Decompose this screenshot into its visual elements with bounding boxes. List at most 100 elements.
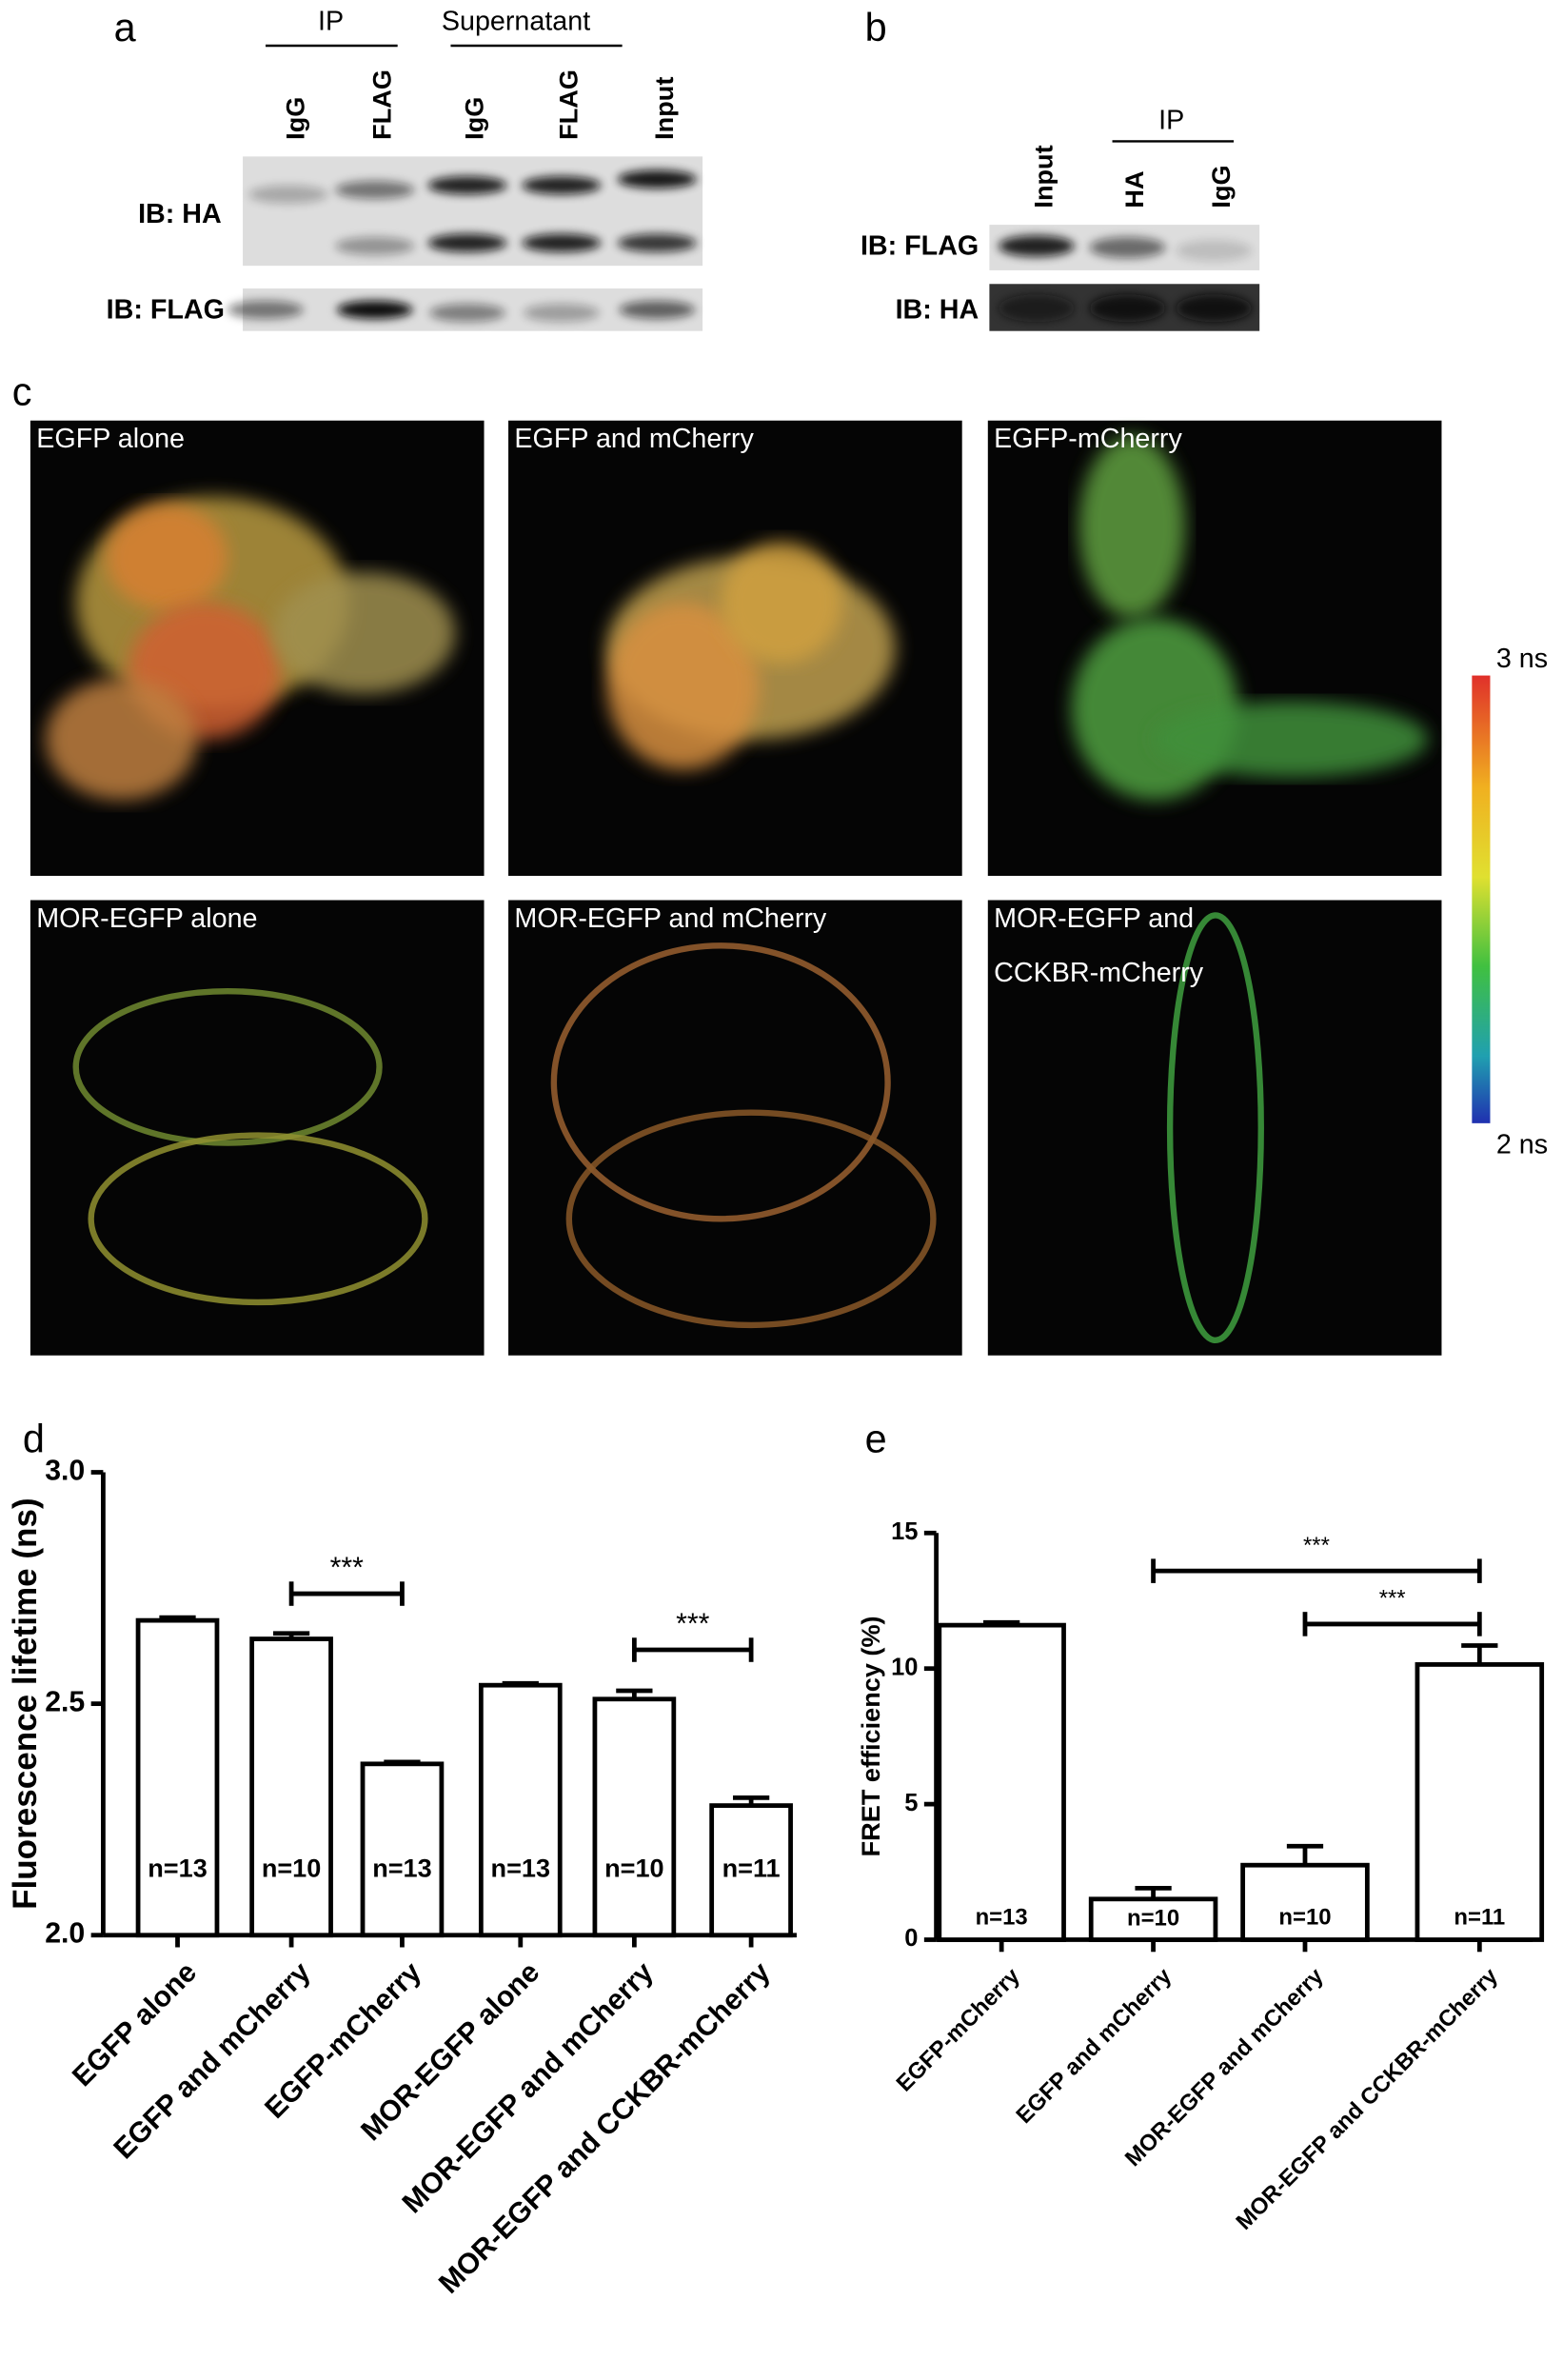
bar <box>592 1696 677 1938</box>
cell <box>88 1132 428 1306</box>
band <box>1176 294 1253 323</box>
n-label: n=13 <box>976 1905 1028 1931</box>
band <box>522 233 602 252</box>
image-label: CCKBR-mCherry <box>994 958 1204 988</box>
micrograph <box>508 900 962 1356</box>
lane-label: IgG <box>460 97 489 140</box>
y-axis-title: FRET efficiency (%) <box>856 1616 885 1856</box>
image-label: EGFP-mCherry <box>994 424 1182 454</box>
n-label: n=11 <box>722 1853 781 1882</box>
cell <box>1155 701 1429 778</box>
bar <box>249 1636 333 1938</box>
lane-label: FLAG <box>366 69 396 140</box>
band <box>335 180 415 200</box>
row-label: IB: HA <box>138 199 222 229</box>
colorbar-label: 3 ns <box>1496 644 1548 674</box>
n-label: n=10 <box>262 1853 322 1882</box>
row-label: IB: HA <box>896 295 979 326</box>
band <box>336 300 413 319</box>
band <box>617 233 697 252</box>
y-tick-label: 2.0 <box>45 1918 85 1950</box>
lane-label: FLAG <box>554 69 584 140</box>
lane-label: Input <box>649 77 679 140</box>
band <box>523 304 600 323</box>
x-tick-label: EGFP and mCherry <box>108 1956 316 2165</box>
cell <box>565 1109 937 1329</box>
n-label: n=10 <box>604 1853 664 1882</box>
band <box>1176 240 1253 262</box>
cell <box>45 678 198 801</box>
cell <box>1078 435 1186 618</box>
panel-label: b <box>865 5 887 50</box>
significance-label: *** <box>1379 1586 1406 1612</box>
colorbar <box>1472 675 1491 1123</box>
bar <box>937 1622 1066 1942</box>
n-label: n=13 <box>148 1853 208 1882</box>
band <box>335 236 415 255</box>
significance-label: *** <box>676 1609 710 1640</box>
x-tick-label: EGFP-mCherry <box>892 1963 1026 2097</box>
image-label: MOR-EGFP alone <box>36 903 257 934</box>
cell <box>1166 912 1264 1344</box>
band <box>429 304 505 323</box>
lane-label: IgG <box>1206 165 1236 208</box>
n-label: n=11 <box>1454 1905 1505 1931</box>
micrograph <box>987 900 1442 1356</box>
bar <box>709 1803 793 1938</box>
lane-label: Input <box>1029 145 1058 208</box>
n-label: n=10 <box>1127 1905 1179 1931</box>
band <box>617 169 697 188</box>
cell <box>550 942 891 1222</box>
panel-label: c <box>12 369 32 414</box>
significance-label: *** <box>1303 1533 1330 1558</box>
band <box>619 300 696 319</box>
band <box>522 176 602 195</box>
lane-label: IgG <box>281 97 310 140</box>
cell <box>106 504 228 611</box>
group-label: Supernatant <box>442 7 590 37</box>
row-label: IB: FLAG <box>107 295 225 326</box>
x-tick-label: EGFP and mCherry <box>1011 1963 1177 2129</box>
n-label: n=13 <box>372 1853 432 1882</box>
panel-label: a <box>114 5 137 50</box>
bar <box>1415 1662 1545 1942</box>
band <box>427 233 507 252</box>
bar <box>360 1761 445 1938</box>
significance-label: *** <box>330 1553 365 1584</box>
y-tick-label: 0 <box>904 1925 918 1952</box>
panel-label: e <box>865 1417 887 1461</box>
y-tick-label: 10 <box>891 1654 918 1680</box>
cell <box>721 542 842 664</box>
group-label: IP <box>318 7 344 37</box>
bar <box>135 1617 220 1938</box>
image-label: MOR-EGFP and <box>994 903 1194 934</box>
band <box>248 185 328 204</box>
y-tick-label: 5 <box>904 1790 918 1816</box>
row-label: IB: FLAG <box>861 231 979 262</box>
bar <box>1088 1896 1218 1942</box>
band <box>1089 294 1166 323</box>
y-tick-label: 2.5 <box>45 1687 85 1718</box>
lane-label: HA <box>1119 170 1149 208</box>
cell <box>72 987 383 1146</box>
image-label: EGFP and mCherry <box>514 424 754 454</box>
band <box>427 176 507 195</box>
bar <box>478 1682 563 1938</box>
y-tick-label: 3.0 <box>45 1456 85 1487</box>
n-label: n=13 <box>491 1853 551 1882</box>
group-label: IP <box>1158 105 1184 135</box>
cell <box>272 572 456 694</box>
band <box>998 294 1075 323</box>
micrograph <box>30 900 485 1356</box>
band <box>998 235 1075 257</box>
panel-label: d <box>23 1417 45 1461</box>
band <box>1089 236 1166 259</box>
cell <box>606 603 760 770</box>
image-label: MOR-EGFP and mCherry <box>514 903 827 934</box>
y-tick-label: 15 <box>891 1518 918 1545</box>
band <box>228 300 304 319</box>
y-axis-title: Fluorescence lifetime (ns) <box>7 1497 44 1910</box>
n-label: n=10 <box>1278 1905 1331 1931</box>
